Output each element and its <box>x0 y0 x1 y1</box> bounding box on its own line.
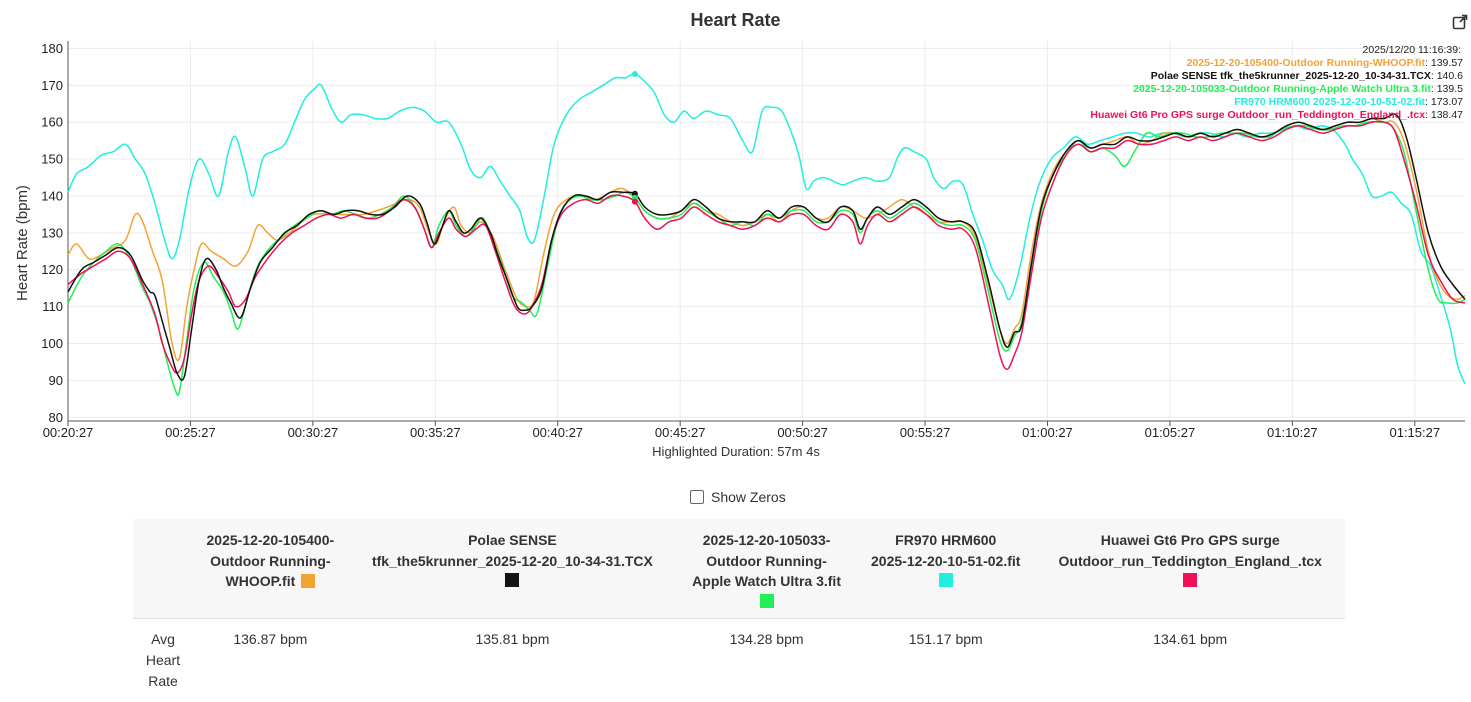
stats-header-polar: Polae SENSE tfk_the5krunner_2025-12-20_1… <box>347 519 678 619</box>
external-link-icon[interactable] <box>1452 14 1468 30</box>
series-whoop-tooltip-entry: 2025-12-20-105400-Outdoor Running-WHOOP.… <box>1187 57 1464 69</box>
y-tick-label: 100 <box>41 336 63 351</box>
stats-header-row: 2025-12-20-105400- Outdoor Running- WHOO… <box>133 519 1345 619</box>
tooltip-series-name: Polae SENSE tfk_the5krunner_2025-12-20_1… <box>1151 70 1431 82</box>
series-lines <box>67 73 1466 396</box>
x-tick-label: 00:45:27 <box>655 425 706 440</box>
tooltip-series-name: Huawei Gt6 Pro GPS surge Outdoor_run_Ted… <box>1090 109 1425 121</box>
series-huawei-line <box>67 120 1466 374</box>
x-tick-label: 00:40:27 <box>532 425 583 440</box>
cursor-tooltip: 2025/12/20 11:16:39: 2025-12-20-105400-O… <box>1090 44 1463 121</box>
x-tick-label: 01:15:27 <box>1389 425 1440 440</box>
tooltip-series-value: : 140.6 <box>1431 70 1463 82</box>
axes: 80 90 100 110 120 130 140 150 160 170 180 00:20:27 0… <box>41 41 1465 440</box>
tooltip-series-value: : 138.47 <box>1425 109 1463 121</box>
stats-header-fr970: FR970 HRM600 2025-12-20-10-51-02.fit <box>855 519 1036 619</box>
y-tick-label: 130 <box>41 225 63 240</box>
swatch-polar <box>505 573 520 587</box>
y-tick-label: 90 <box>49 373 63 388</box>
row-label-avg-hr: Avg Heart Rate <box>145 630 181 689</box>
series-apple-watch-line <box>67 121 1466 396</box>
tooltip-series-value: : 139.57 <box>1425 57 1463 69</box>
x-tick-label: 00:30:27 <box>288 425 339 440</box>
swatch-fr970 <box>938 573 953 587</box>
swatch-apple <box>759 593 774 608</box>
y-tick-label: 180 <box>41 41 63 56</box>
x-tick-label: 00:20:27 <box>43 425 94 440</box>
tooltip-time: 2025/12/20 11:16:39: <box>1363 44 1461 56</box>
series-polar-tooltip-entry: Polae SENSE tfk_the5krunner_2025-12-20_1… <box>1151 70 1463 82</box>
series-huawei-tooltip-entry: Huawei Gt6 Pro GPS surge Outdoor_run_Ted… <box>1090 109 1463 121</box>
stats-header-huawei: Huawei Gt6 Pro GPS surge Outdoor_run_Ted… <box>1035 519 1345 619</box>
avg-hr-apple: 134.28 bpm <box>729 630 804 647</box>
x-tick-label: 00:25:27 <box>165 425 216 440</box>
x-tick-label: 00:50:27 <box>777 425 828 440</box>
series-fr970-tooltip-entry: FR970 HRM600 2025-12-20-10-51-02.fit: 17… <box>1234 96 1463 108</box>
series-whoop-line <box>67 117 1466 362</box>
highlighted-duration: Highlighted Duration: 57m 4s <box>652 444 820 459</box>
series-huawei-cursor-point <box>631 198 638 205</box>
x-tick-label: 01:05:27 <box>1145 425 1196 440</box>
y-tick-label: 160 <box>41 115 63 130</box>
swatch-whoop <box>301 574 316 588</box>
heart-rate-chart[interactable]: 80 90 100 110 120 130 140 150 160 170 180 00:20:27 0… <box>0 0 1471 470</box>
series-polar-line <box>67 113 1466 381</box>
chart-title: Heart Rate <box>690 10 781 30</box>
series-fr970-cursor-point <box>631 70 638 77</box>
tooltip-series-name: 2025-12-20-105033-Outdoor Running-Apple … <box>1133 83 1431 95</box>
stats-table: 2025-12-20-105400- Outdoor Running- WHOO… <box>133 519 1345 692</box>
show-zeros-checkbox[interactable] <box>690 490 704 504</box>
show-zeros-toggle[interactable]: Show Zeros <box>690 489 786 505</box>
tooltip-series-name: FR970 HRM600 2025-12-20-10-51-02.fit <box>1234 96 1425 108</box>
y-tick-label: 150 <box>41 152 63 167</box>
tooltip-series-value: : 139.5 <box>1431 83 1463 95</box>
y-tick-label: 140 <box>41 188 63 203</box>
x-tick-label: 00:35:27 <box>410 425 461 440</box>
grid <box>67 41 1465 421</box>
avg-hr-whoop: 136.87 bpm <box>233 630 308 647</box>
avg-hr-fr970: 151.17 bpm <box>908 630 983 647</box>
y-tick-label: 80 <box>49 410 63 425</box>
stats-row-avg-hr: Avg Heart Rate 136.87 bpm 135.81 bpm 134… <box>133 618 1345 692</box>
x-tick-label: 01:10:27 <box>1267 425 1318 440</box>
x-tick-label: 00:55:27 <box>900 425 951 440</box>
avg-hr-huawei: 134.61 bpm <box>1153 630 1228 647</box>
swatch-huawei <box>1183 573 1198 587</box>
y-tick-label: 170 <box>41 78 63 93</box>
tooltip-series-name: 2025-12-20-105400-Outdoor Running-WHOOP.… <box>1187 57 1426 69</box>
y-axis-title: Heart Rate (bpm) <box>14 185 31 301</box>
cursor-markers <box>631 70 638 205</box>
y-tick-label: 110 <box>42 299 63 314</box>
series-apple-watch-tooltip-entry: 2025-12-20-105033-Outdoor Running-Apple … <box>1133 83 1463 95</box>
stats-header-whoop: 2025-12-20-105400- Outdoor Running- WHOO… <box>193 519 348 619</box>
tooltip-series-value: : 173.07 <box>1425 96 1463 108</box>
stats-corner <box>133 519 193 619</box>
x-tick-label: 01:00:27 <box>1022 425 1073 440</box>
show-zeros-label: Show Zeros <box>711 489 786 505</box>
y-tick-label: 120 <box>41 262 63 277</box>
avg-hr-polar: 135.81 bpm <box>475 630 550 647</box>
stats-header-apple: 2025-12-20-105033- Outdoor Running- Appl… <box>677 519 856 619</box>
